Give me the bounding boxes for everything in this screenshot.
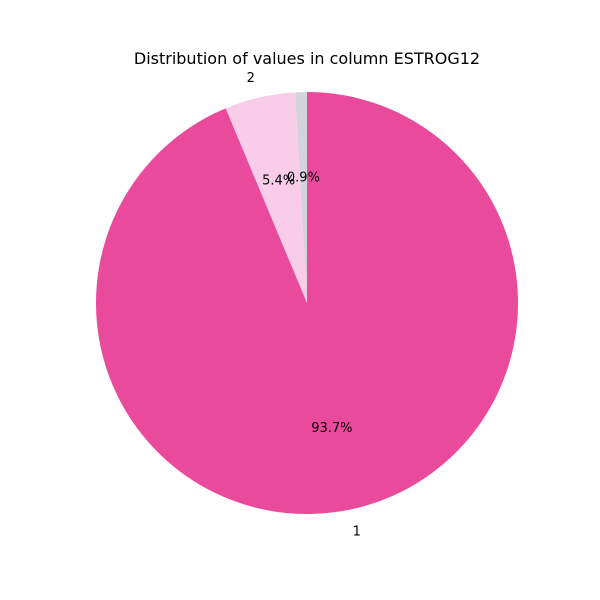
slice-category-label: 2 <box>247 71 255 86</box>
pie-labels: 0.9%5.4% 2 93.7% 1 <box>247 71 361 540</box>
pie-slice <box>96 92 519 514</box>
slice-percent-label: 5.4% <box>262 174 295 189</box>
slice-percent-label: 93.7% <box>311 421 352 436</box>
pie-slice <box>295 92 307 303</box>
slice-category-label: 1 <box>353 525 361 540</box>
pie-slice <box>225 92 307 303</box>
slice-percent-label: 0.9% <box>287 170 320 185</box>
pie-slices <box>96 92 519 514</box>
chart-title: Distribution of values in column ESTROG1… <box>134 49 480 68</box>
